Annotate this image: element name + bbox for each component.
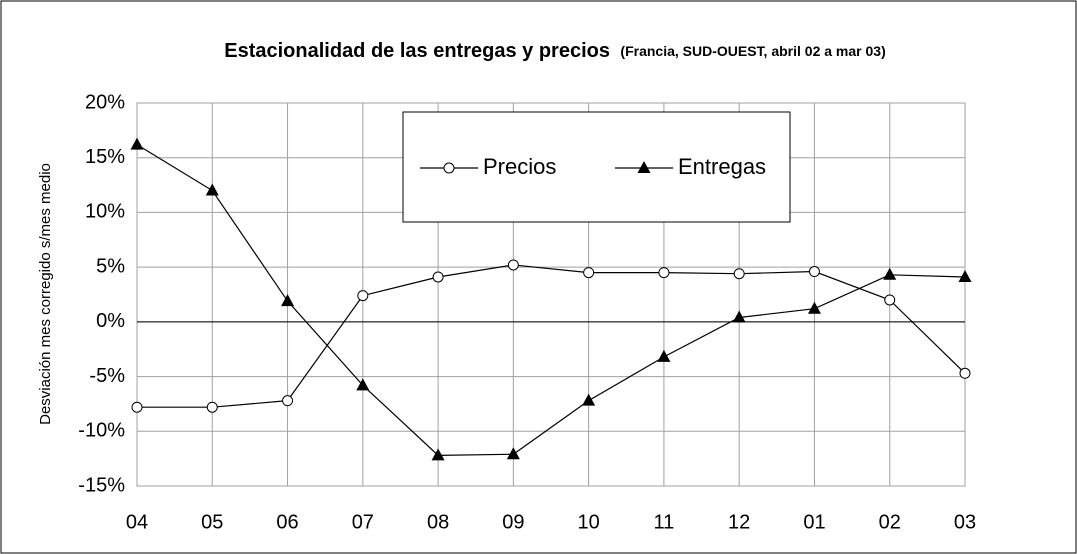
x-tick-label: 03 — [954, 511, 976, 533]
data-point — [658, 267, 670, 279]
data-point — [206, 401, 218, 413]
y-axis-label: Desviación mes corregido s/mes medio — [37, 163, 54, 425]
chart-heading: Estacionalidad de las entregas y precios… — [224, 40, 886, 62]
data-point — [432, 271, 444, 283]
y-tick-label: 5% — [96, 255, 125, 277]
chart-subtitle: (Francia, SUD-OUEST, abril 02 a mar 03) — [620, 43, 885, 59]
data-point — [282, 395, 294, 407]
y-tick-label: 20% — [85, 91, 125, 113]
data-point — [884, 294, 896, 306]
data-point — [431, 448, 445, 461]
x-tick-label: 06 — [276, 511, 298, 533]
x-tick-label: 07 — [352, 511, 374, 533]
x-tick-label: 11 — [654, 511, 675, 533]
data-point — [732, 310, 746, 323]
x-tick-label: 12 — [728, 511, 750, 533]
data-point — [356, 378, 370, 391]
data-point — [205, 183, 219, 196]
y-tick-label: -5% — [89, 365, 125, 387]
y-tick-label: 15% — [85, 146, 125, 168]
data-point — [657, 349, 671, 362]
legend-label: Precios — [483, 154, 556, 179]
x-tick-label: 04 — [126, 511, 148, 533]
x-tick-label: 02 — [879, 511, 901, 533]
data-point — [357, 290, 369, 302]
chart-title: Estacionalidad de las entregas y precios — [224, 40, 610, 62]
series-line — [137, 264, 966, 408]
y-tick-label: -10% — [78, 420, 125, 442]
series-line — [136, 144, 966, 456]
data-point — [583, 267, 595, 279]
x-tick-label: 10 — [578, 511, 600, 533]
y-tick-label: 10% — [85, 201, 125, 223]
data-point — [883, 267, 897, 280]
data-point — [130, 137, 144, 150]
data-point — [507, 259, 519, 271]
data-point — [958, 269, 972, 282]
data-point — [506, 447, 520, 460]
y-tick-label: 0% — [96, 310, 125, 332]
data-point — [807, 301, 821, 314]
legend-marker — [637, 161, 651, 173]
x-tick-label: 05 — [201, 511, 223, 533]
legend-box — [402, 111, 791, 223]
data-point — [733, 268, 745, 280]
data-point — [131, 401, 143, 413]
data-point — [281, 294, 295, 307]
data-point — [808, 266, 820, 278]
x-tick-label: 01 — [803, 511, 825, 533]
x-tick-label: 09 — [502, 511, 524, 533]
data-point — [959, 367, 971, 379]
y-tick-label: -15% — [78, 474, 125, 496]
legend-marker — [443, 162, 455, 174]
data-point — [582, 393, 596, 406]
legend-label: Entregas — [678, 154, 766, 179]
x-tick-label: 08 — [427, 511, 449, 533]
